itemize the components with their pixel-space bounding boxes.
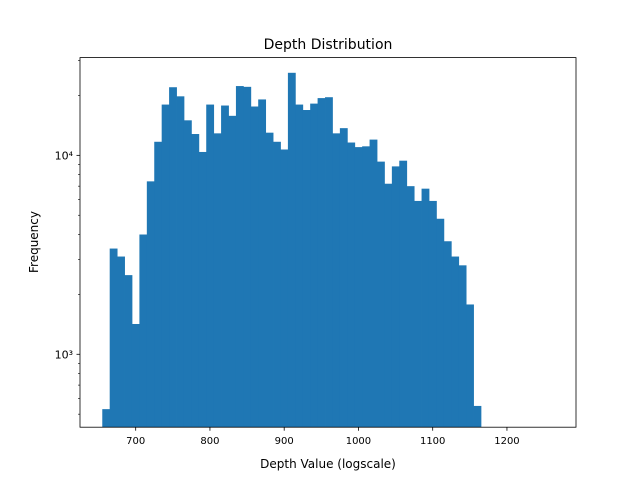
- x-axis-label: Depth Value (logscale): [260, 457, 396, 471]
- histogram-bar: [443, 241, 452, 428]
- histogram-bar: [458, 265, 467, 428]
- histogram-bar: [124, 275, 133, 428]
- histogram-bar: [421, 188, 430, 428]
- histogram-bar: [243, 86, 252, 428]
- histogram-bar: [384, 183, 393, 428]
- plot-frame: [79, 57, 577, 428]
- histogram-bar: [191, 134, 200, 428]
- histogram-bar: [206, 104, 215, 428]
- histogram-bar: [161, 104, 170, 428]
- histogram-bar: [354, 147, 363, 428]
- y-axis-label: Frequency: [27, 211, 41, 273]
- histogram-bar: [273, 141, 281, 428]
- histogram-bar: [362, 146, 370, 428]
- histogram-bar: [428, 200, 437, 428]
- histogram-bar: [131, 323, 140, 428]
- x-tick-label: 800: [200, 436, 219, 447]
- histogram-bar: [235, 86, 244, 428]
- histogram-bar: [258, 99, 267, 428]
- histogram-bar: [109, 248, 118, 428]
- histogram-bar: [228, 115, 237, 428]
- histogram-bar: [325, 97, 333, 428]
- x-tick-label: 1200: [494, 436, 519, 447]
- histogram-bar: [280, 149, 289, 428]
- histogram-bar: [250, 106, 259, 428]
- bars-layer: [102, 72, 482, 428]
- histogram-bar: [317, 98, 326, 428]
- histogram-bar: [332, 133, 341, 428]
- y-axis-ticks: 10³ 10⁴: [55, 60, 80, 415]
- histogram-bar: [169, 87, 177, 428]
- histogram-bar: [146, 181, 155, 428]
- histogram-bar: [391, 166, 400, 428]
- histogram-bar: [287, 72, 296, 428]
- histogram-bar: [310, 103, 319, 428]
- histogram-bar: [102, 409, 111, 428]
- y-tick-label: 10⁴: [55, 149, 74, 162]
- histogram-bar: [183, 120, 192, 428]
- histogram-bar: [213, 133, 222, 428]
- histogram-bar: [221, 105, 229, 428]
- histogram-bar: [295, 104, 304, 428]
- histogram-bar: [436, 218, 445, 428]
- histogram-bar: [198, 151, 207, 428]
- histogram-bar: [466, 304, 474, 428]
- histogram-bar: [414, 200, 422, 428]
- histogram-bar: [347, 142, 356, 428]
- x-tick-label: 1000: [346, 436, 371, 447]
- histogram-bar: [377, 161, 385, 428]
- histogram-bar: [451, 256, 460, 428]
- histogram-bar: [139, 234, 148, 428]
- histogram-bar: [176, 96, 185, 428]
- histogram-bar: [399, 160, 408, 428]
- histogram-bar: [406, 186, 415, 428]
- histogram-bar: [117, 256, 125, 428]
- chart-title: Depth Distribution: [264, 37, 393, 53]
- x-tick-label: 900: [275, 436, 294, 447]
- x-tick-label: 1100: [420, 436, 445, 447]
- histogram-bar: [473, 405, 482, 428]
- histogram-bar: [154, 141, 163, 428]
- x-axis-ticks: 700 800 900 1000 1100 1200: [126, 427, 520, 447]
- x-tick-label: 700: [126, 436, 145, 447]
- histogram-bar: [369, 139, 378, 428]
- histogram-bar: [302, 110, 311, 428]
- histogram-bar: [265, 132, 274, 428]
- histogram-bar: [339, 128, 348, 428]
- y-tick-label: 10³: [55, 348, 73, 361]
